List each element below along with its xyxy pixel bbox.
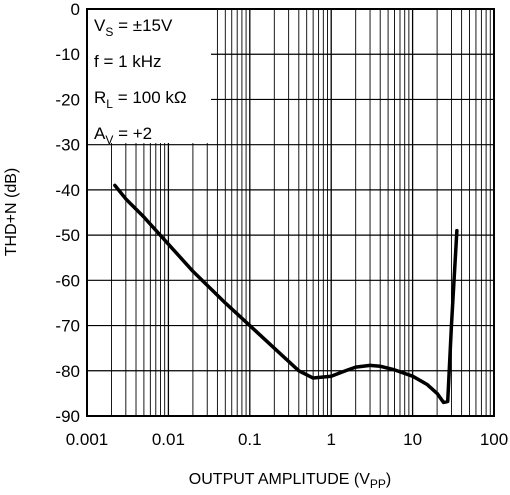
x-axis-title: OUTPUT AMPLITUDE (VPP) bbox=[189, 471, 391, 490]
x-tick-labels: 0.001 0.01 0.1 1 10 100 bbox=[66, 430, 508, 449]
y-tick-label: 0 bbox=[71, 0, 80, 19]
plot-frame bbox=[86, 8, 495, 417]
y-tick-label: -80 bbox=[55, 362, 80, 381]
x-tick-label: 100 bbox=[480, 430, 508, 449]
y-axis-title: THD+N (dB) bbox=[3, 168, 20, 256]
condition-label: VS = ±15V bbox=[94, 16, 173, 39]
x-tick-label: 0.1 bbox=[238, 430, 262, 449]
series bbox=[113, 183, 459, 405]
x-tick-label: 10 bbox=[403, 430, 422, 449]
conditions-box: VS = ±15V f = 1 kHz RL = 100 kΩ AV = +2 bbox=[88, 10, 211, 147]
y-tick-label: -70 bbox=[55, 317, 80, 336]
x-tick-label: 0.001 bbox=[66, 430, 109, 449]
condition-label: f = 1 kHz bbox=[94, 52, 162, 71]
thd-curve bbox=[113, 183, 459, 405]
condition-label: AV = +2 bbox=[94, 124, 152, 147]
condition-label: RL = 100 kΩ bbox=[94, 88, 187, 111]
y-tick-labels: 0 -10 -20 -30 -40 -50 -60 -70 -80 -90 bbox=[55, 0, 80, 426]
y-tick-label: -60 bbox=[55, 271, 80, 290]
x-tick-label: 1 bbox=[326, 430, 335, 449]
x-axis-title-subscript: PP bbox=[370, 477, 386, 490]
y-tick-label: -40 bbox=[55, 181, 80, 200]
x-tick-label: 0.01 bbox=[152, 430, 185, 449]
y-tick-label: -20 bbox=[55, 90, 80, 109]
y-tick-label: -50 bbox=[55, 226, 80, 245]
grid bbox=[87, 9, 494, 416]
conditions-box-background bbox=[88, 10, 211, 143]
y-tick-label: -90 bbox=[55, 407, 80, 426]
y-tick-label: -30 bbox=[55, 136, 80, 155]
y-tick-label: -10 bbox=[55, 45, 80, 64]
